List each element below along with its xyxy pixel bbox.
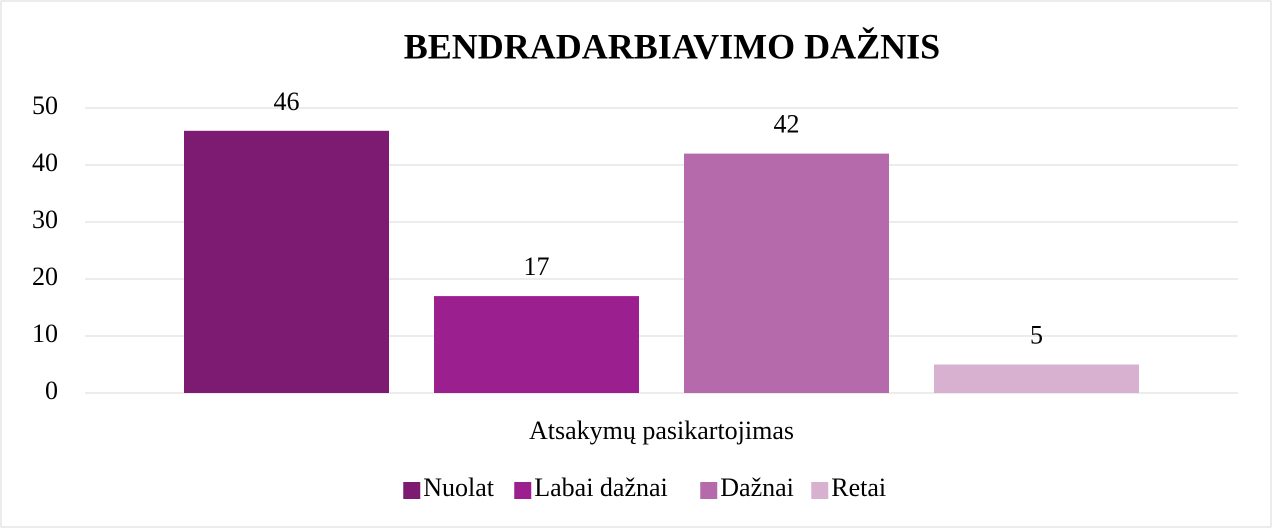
legend-label: Nuolat (423, 473, 495, 502)
bar (934, 364, 1139, 393)
legend-label: Retai (831, 473, 886, 502)
legend-label: Dažnai (720, 473, 794, 502)
y-tick-label: 50 (32, 91, 58, 120)
y-tick-label: 30 (32, 205, 58, 234)
legend-label: Labai dažnai (534, 473, 668, 502)
bar (184, 130, 389, 394)
data-label: 42 (774, 110, 800, 139)
y-tick-label: 10 (32, 319, 58, 348)
y-tick-label: 40 (32, 148, 58, 177)
y-tick-label: 0 (45, 376, 58, 405)
chart-title: BENDRADARBIAVIMO DAŽNIS (404, 26, 940, 66)
bar (684, 153, 889, 393)
legend-swatch (811, 482, 829, 499)
y-tick-label: 20 (32, 262, 58, 291)
data-label: 46 (274, 87, 300, 116)
x-tick-label: Atsakymų pasikartojimas (529, 416, 794, 445)
bar (434, 296, 639, 393)
legend-swatch (700, 482, 718, 499)
legend-swatch (403, 482, 421, 499)
legend-swatch (514, 482, 532, 499)
data-label: 5 (1030, 320, 1043, 349)
data-label: 17 (524, 252, 550, 281)
